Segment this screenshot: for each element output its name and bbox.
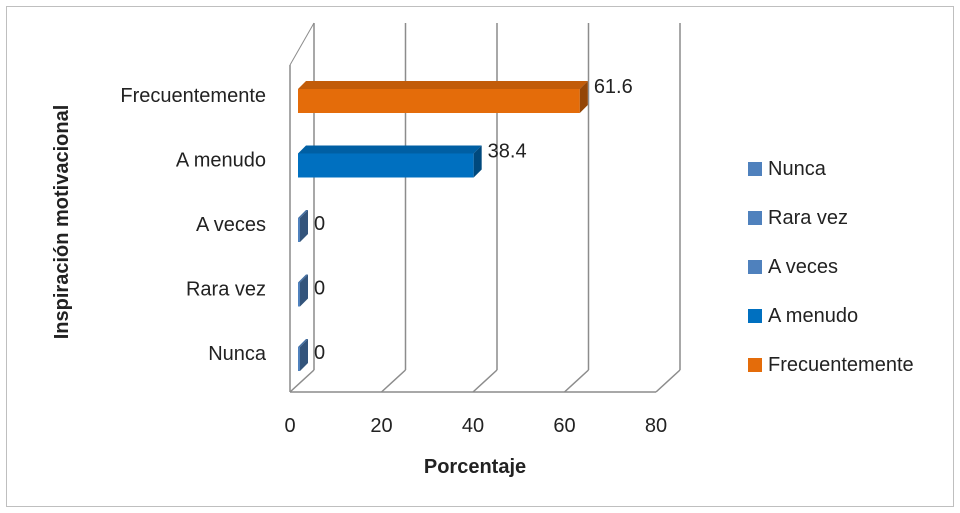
x-tick-label: 20 — [370, 415, 392, 437]
gridline-floor — [655, 369, 681, 393]
bar-top-face — [298, 210, 308, 218]
bar — [298, 89, 580, 113]
gridline-floor — [380, 369, 407, 393]
gridline-floor — [289, 369, 315, 393]
bar-side-face — [473, 145, 482, 178]
legend-entry: A menudo — [768, 305, 858, 327]
legend-swatch — [748, 358, 762, 372]
data-label: 0 — [314, 278, 325, 300]
bar — [298, 218, 300, 242]
axis-depth-top — [289, 22, 315, 66]
legend-swatch — [748, 309, 762, 323]
bar-side-face — [300, 339, 308, 371]
gridline-floor — [563, 369, 590, 393]
y-category-label: A veces — [196, 214, 266, 236]
legend-entry: Rara vez — [768, 207, 848, 229]
bar-side-face — [579, 81, 588, 113]
bar-top-face — [298, 81, 588, 89]
y-category-label: Frecuentemente — [120, 85, 266, 107]
x-axis-title: Porcentaje — [424, 456, 526, 478]
bar-top-face — [298, 274, 308, 283]
bar-top-face — [298, 339, 308, 347]
legend-swatch — [748, 162, 762, 176]
bar-side-face — [300, 274, 308, 307]
y-category-label: A menudo — [176, 150, 266, 172]
bar — [298, 153, 474, 178]
data-label: 61.6 — [594, 76, 633, 98]
legend-entry: Nunca — [768, 158, 827, 180]
y-category-label: Rara vez — [186, 279, 266, 301]
data-label: 38.4 — [488, 141, 527, 163]
legend-entry: A veces — [768, 256, 838, 278]
bar — [298, 347, 300, 371]
data-label: 0 — [314, 213, 325, 235]
bar — [298, 282, 300, 307]
legend-swatch — [748, 211, 762, 225]
gridline-floor — [472, 369, 498, 393]
bar-top-face — [298, 145, 482, 154]
y-axis-title: Inspiración motivacional — [51, 105, 73, 340]
x-tick-label: 60 — [553, 415, 575, 437]
x-tick-label: 40 — [462, 415, 484, 437]
y-category-label: Nunca — [208, 343, 267, 365]
legend-swatch — [748, 260, 762, 274]
legend-entry: Frecuentemente — [768, 354, 914, 376]
data-label: 0 — [314, 342, 325, 364]
bar-side-face — [300, 210, 308, 242]
x-tick-label: 80 — [645, 415, 667, 437]
x-tick-label: 0 — [284, 415, 295, 437]
